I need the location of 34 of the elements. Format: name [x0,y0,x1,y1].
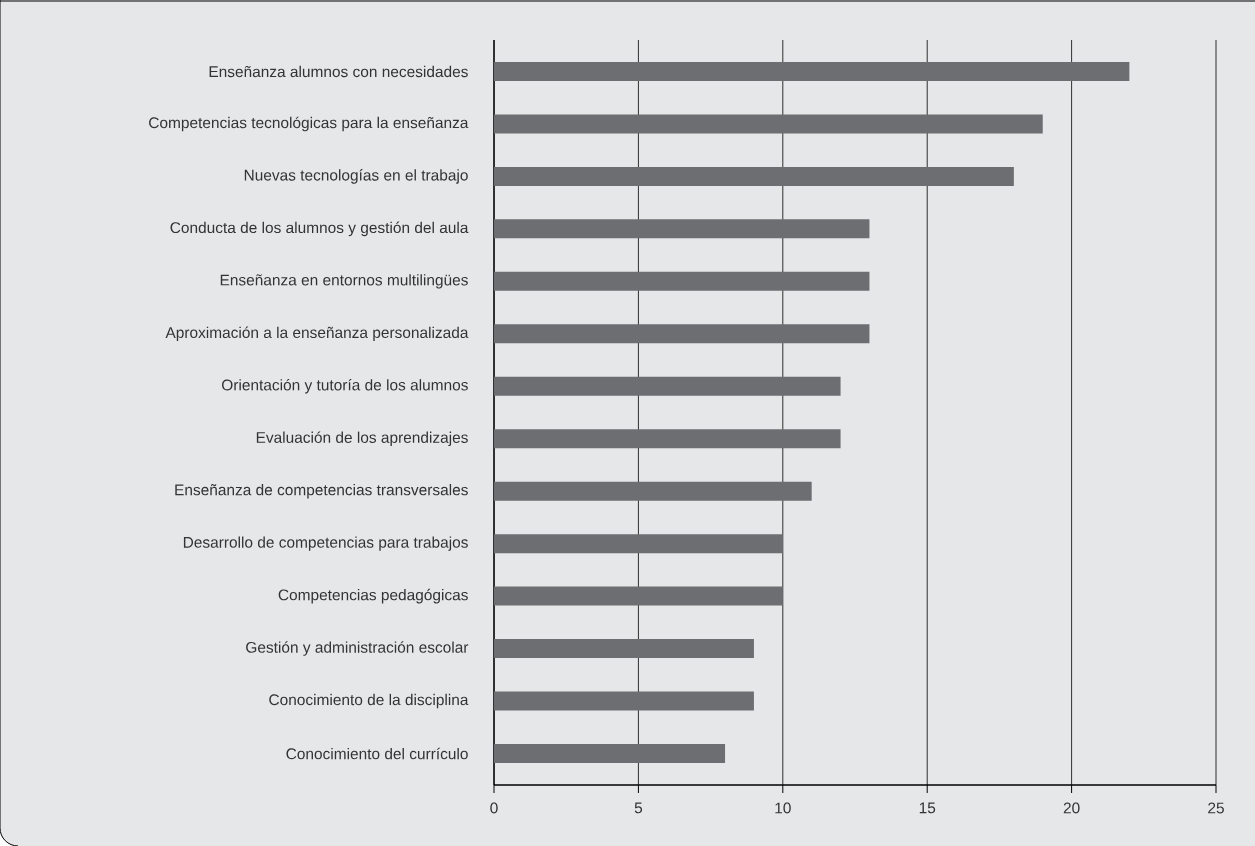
y-tick-label: Enseñanza de competencias transversales [175,484,468,499]
y-tick-label: Enseñanza en entornos multilingües [220,274,468,289]
y-tick-label: Nuevas tecnologías en el trabajo [244,169,468,184]
bar [494,376,841,396]
y-tick-label: Desarrollo de competencias para trabajos [183,536,468,551]
bar [494,639,754,659]
y-tick-label: Conocimiento del currículo [286,747,468,760]
bar [494,271,870,291]
y-tick-label: Orientación y tutoría de los alumnos [222,378,468,394]
y-tick-label: Competencias pedagógicas [278,588,468,604]
y-tick-label: Conocimiento de la disciplina [269,693,469,709]
x-tick-label: 15 [919,802,936,814]
y-tick-label: Gestión y administración escolar [246,641,469,656]
y-tick-label: Conducta de los alumnos y gestión del aula [170,221,469,237]
bar [494,166,1014,186]
x-tick-label: 5 [634,802,643,814]
bar [494,324,870,344]
y-tick-label: Aproximación a la enseñanza personalizada [165,326,469,342]
bar [494,481,812,501]
x-tick-label: 20 [1063,802,1080,814]
x-tick-label: 0 [490,802,498,814]
y-tick-label: Competencias tecnológicas para la enseñanza [149,116,469,132]
bar [494,429,841,449]
y-tick-label: Evaluación de los aprendizajes [256,431,468,447]
x-tick-label: 10 [775,802,791,814]
x-tick-label: 25 [1208,802,1224,814]
bar [494,219,870,239]
bar [494,534,783,554]
bar [494,114,1043,134]
y-tick-label: Enseñanza alumnos con necesidades [209,65,468,78]
bar [494,61,1130,81]
bar [494,744,726,764]
bar [494,691,754,711]
bar [494,586,783,606]
